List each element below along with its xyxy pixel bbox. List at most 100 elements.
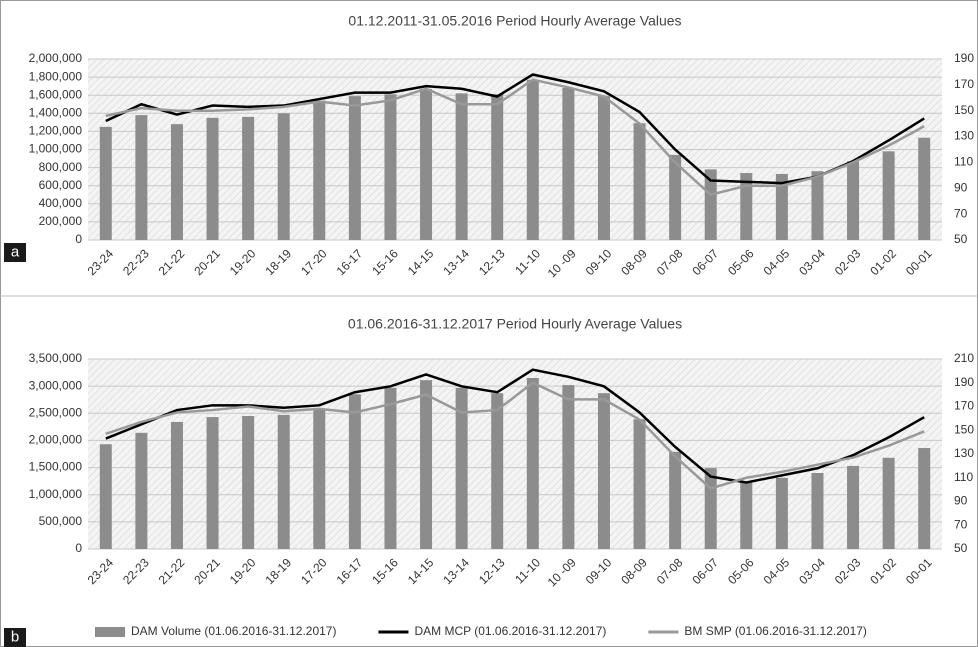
y2-tick-label: 190 [954, 375, 974, 389]
bar [277, 113, 290, 240]
y-tick-label: 1,500,000 [29, 460, 83, 474]
line [105, 381, 925, 490]
y-tick-label: 1,000,000 [29, 142, 83, 156]
bar [348, 96, 361, 240]
bar [775, 173, 788, 240]
y2-tick-label: 90 [954, 494, 968, 508]
x-tick-label: 15-16 [369, 555, 401, 587]
y-tick-label: 1,800,000 [29, 69, 83, 83]
bar [455, 93, 468, 240]
x-tick-label: 22-23 [120, 555, 152, 587]
bar [704, 468, 717, 549]
x-tick-label: 09-10 [583, 246, 615, 278]
y-tick-label: 2,000,000 [29, 433, 83, 447]
x-tick-label: 03-04 [796, 246, 828, 278]
x-tick-label: 23-24 [85, 555, 117, 587]
x-tick-label: 01-02 [867, 246, 899, 278]
legend-label: DAM Volume (01.06.2016-31.12.2017) [131, 624, 336, 638]
bar [597, 96, 610, 240]
x-tick-label: 19-20 [227, 246, 259, 278]
y2-tick-label: 150 [954, 422, 974, 436]
bar [526, 79, 539, 240]
bar [206, 417, 219, 549]
x-tick-label: 11-10 [512, 555, 543, 586]
bar [135, 115, 148, 240]
bar [455, 387, 468, 549]
panel-label: a [11, 243, 20, 260]
bar [669, 154, 682, 240]
bar [740, 481, 753, 549]
bar [811, 171, 824, 240]
x-tick-label: 05-06 [725, 246, 757, 278]
x-tick-label: 18-19 [262, 246, 294, 278]
y-tick-label: 1,400,000 [29, 105, 83, 119]
bar [277, 414, 290, 549]
x-tick-label: 06-07 [689, 555, 721, 587]
bar [526, 378, 539, 549]
y2-tick-label: 130 [954, 446, 974, 460]
y2-tick-label: 170 [954, 77, 974, 91]
x-tick-label: 21-22 [156, 246, 188, 278]
y2-tick-label: 130 [954, 129, 974, 143]
bar [918, 137, 931, 240]
bar [633, 419, 646, 549]
line [105, 78, 925, 197]
y-tick-label: 1,600,000 [29, 87, 83, 101]
x-tick-label: 14-15 [405, 555, 437, 587]
bar [420, 88, 433, 241]
x-tick-label: 10 -09 [545, 555, 579, 589]
x-tick-label: 17-20 [298, 555, 330, 587]
x-tick-label: 00-01 [903, 246, 935, 278]
y2-tick-label: 190 [954, 51, 974, 65]
x-tick-label: 15-16 [369, 246, 401, 278]
y2-tick-label: 150 [954, 103, 974, 117]
bar [348, 394, 361, 549]
x-tick-label: 13-14 [440, 555, 472, 587]
bar [847, 161, 860, 240]
bar [633, 123, 646, 240]
panel-label: b [11, 628, 19, 645]
bar [384, 387, 397, 549]
bar [847, 465, 860, 549]
x-tick-label: 12-13 [476, 246, 508, 278]
bar [740, 173, 753, 240]
bar [562, 87, 575, 241]
bar [99, 126, 112, 240]
bar [242, 416, 255, 549]
y-tick-label: 0 [75, 232, 82, 246]
bar [313, 408, 326, 549]
y-tick-label: 200,000 [39, 214, 83, 228]
y-tick-label: 2,500,000 [29, 405, 83, 419]
bar [775, 477, 788, 549]
bar [242, 116, 255, 240]
bar [135, 432, 148, 549]
x-tick-label: 10 -09 [545, 246, 579, 280]
x-tick-label: 08-09 [618, 555, 650, 587]
y2-tick-label: 50 [954, 541, 968, 555]
x-tick-label: 01-02 [867, 555, 899, 587]
y-tick-label: 1,000,000 [29, 487, 83, 501]
bar [918, 448, 931, 549]
bar [384, 94, 397, 240]
x-tick-label: 14-15 [405, 246, 437, 278]
y2-tick-label: 50 [954, 232, 968, 246]
x-tick-label: 04-05 [761, 555, 793, 587]
y-tick-label: 3,000,000 [29, 378, 83, 392]
x-tick-label: 06-07 [689, 246, 721, 278]
y2-tick-label: 110 [954, 470, 973, 484]
bar [597, 393, 610, 549]
bar [170, 124, 183, 240]
x-tick-label: 19-20 [227, 555, 259, 587]
x-tick-label: 09-10 [583, 555, 615, 587]
bar [882, 457, 895, 549]
chart-title: 01.12.2011-31.05.2016 Period Hourly Aver… [348, 13, 681, 29]
y-tick-label: 3,500,000 [29, 351, 83, 365]
bar [206, 117, 219, 240]
x-tick-label: 17-20 [298, 246, 330, 278]
y-tick-label: 0 [75, 541, 82, 555]
x-tick-label: 18-19 [262, 555, 294, 587]
x-tick-label: 02-03 [832, 246, 864, 278]
x-tick-label: 20-21 [191, 246, 223, 278]
plot-area [88, 359, 942, 549]
